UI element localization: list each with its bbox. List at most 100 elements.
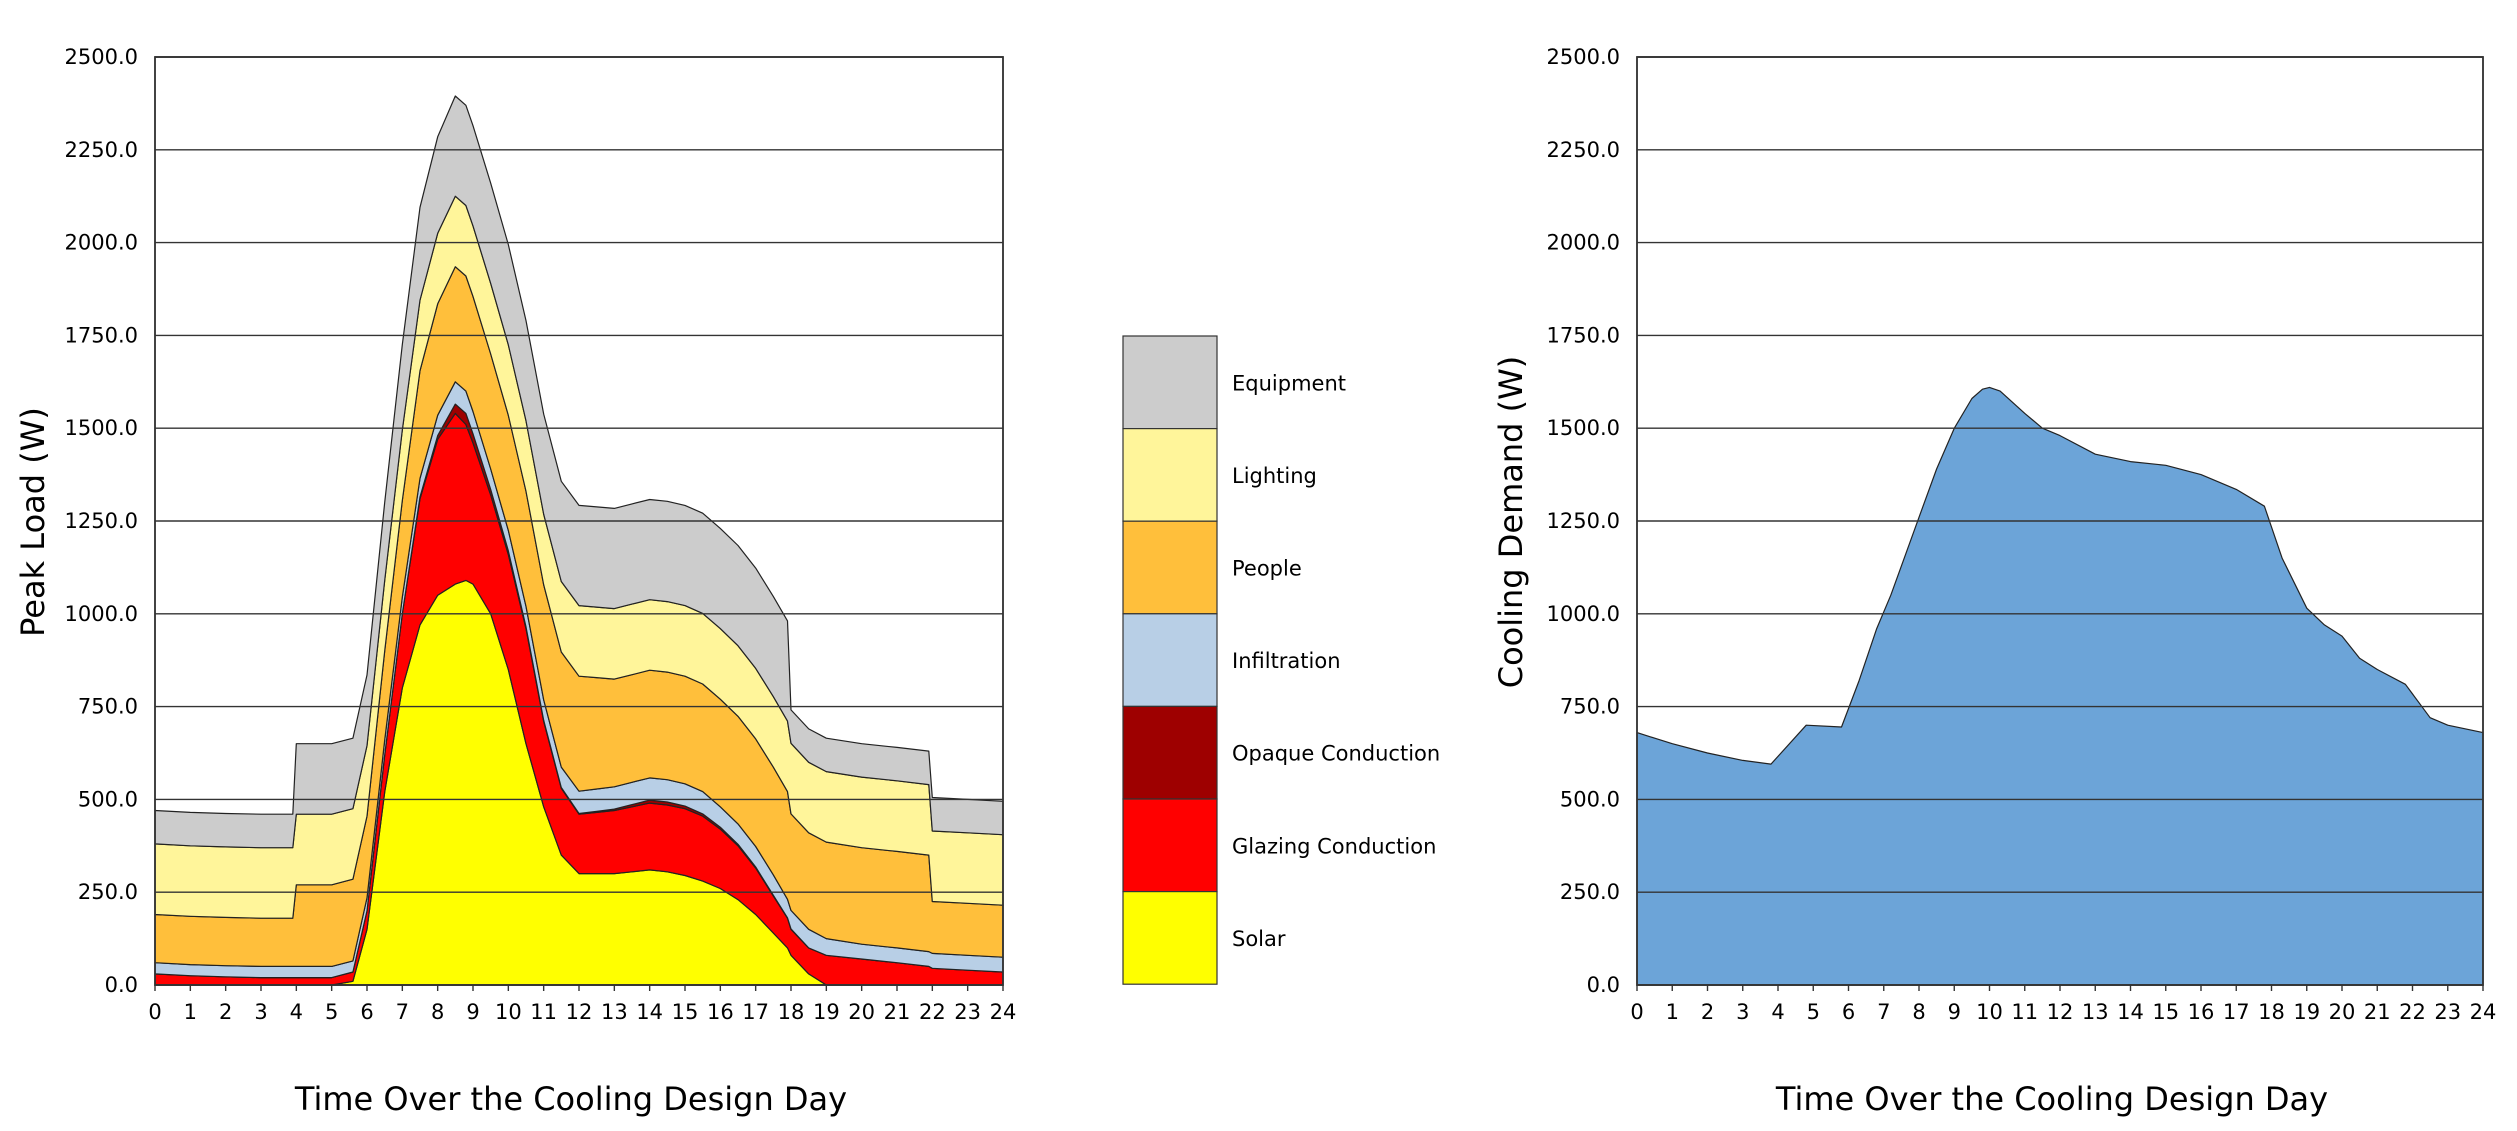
peak-load-x-tick-label: 18 — [778, 1000, 805, 1024]
peak-load-y-tick-label: 2000.0 — [65, 231, 138, 255]
cooling-demand-x-tick-label: 21 — [2364, 1000, 2391, 1024]
cooling-demand-x-tick-label: 14 — [2117, 1000, 2144, 1024]
cooling-demand-x-tick-label: 10 — [1976, 1000, 2003, 1024]
cooling-demand-x-tick-label: 23 — [2434, 1000, 2461, 1024]
cooling-demand-y-tick-label: 500.0 — [1560, 787, 1620, 811]
peak-load-x-tick-label: 24 — [990, 1000, 1017, 1024]
peak-load-x-tick-label: 4 — [290, 1000, 303, 1024]
legend-swatch-lighting — [1122, 428, 1218, 522]
legend-label: Lighting — [1232, 464, 1317, 488]
peak-load-x-tick-label: 3 — [254, 1000, 267, 1024]
cooling-demand-x-tick-label: 0 — [1630, 1000, 1643, 1024]
peak-load-x-axis-title: Time Over the Cooling Design Day — [294, 1080, 847, 1118]
cooling-demand-y-tick-label: 1000.0 — [1547, 602, 1620, 626]
cooling-demand-y-tick-label: 1500.0 — [1547, 416, 1620, 440]
peak-load-y-tick-label: 1250.0 — [65, 509, 138, 533]
cooling-demand-x-tick-label: 3 — [1736, 1000, 1749, 1024]
cooling-demand-x-tick-label: 22 — [2399, 1000, 2426, 1024]
cooling-demand-x-tick-label: 7 — [1877, 1000, 1890, 1024]
peak-load-x-tick-label: 19 — [813, 1000, 840, 1024]
peak-load-x-tick-label: 7 — [396, 1000, 409, 1024]
cooling-demand-y-tick-label: 250.0 — [1560, 880, 1620, 904]
cooling-demand-y-axis-title: Cooling Demand (W) — [1492, 356, 1530, 689]
legend-swatch-glazing-conduction — [1122, 798, 1218, 893]
peak-load-y-axis-title: Peak Load (W) — [14, 407, 52, 637]
cooling-demand-y-tick-label: 2250.0 — [1547, 138, 1620, 162]
peak-load-y-tick-label: 0.0 — [105, 973, 138, 997]
cooling-demand-x-tick-label: 15 — [2152, 1000, 2179, 1024]
peak-load-x-tick-label: 22 — [919, 1000, 946, 1024]
cooling-demand-x-tick-label: 1 — [1666, 1000, 1679, 1024]
legend-swatch-solar — [1122, 890, 1218, 985]
cooling-demand-x-tick-label: 4 — [1771, 1000, 1784, 1024]
peak-load-x-tick-label: 13 — [601, 1000, 628, 1024]
peak-load-x-tick-label: 2 — [219, 1000, 232, 1024]
cooling-demand-chart: 0.0250.0500.0750.01000.01250.01500.01750… — [1492, 45, 2496, 1118]
legend-label: Glazing Conduction — [1232, 834, 1436, 858]
cooling-demand-y-tick-label: 2000.0 — [1547, 231, 1620, 255]
cooling-demand-x-axis-title: Time Over the Cooling Design Day — [1775, 1080, 2328, 1118]
peak-load-x-tick-label: 15 — [672, 1000, 699, 1024]
cooling-demand-x-tick-label: 12 — [2047, 1000, 2074, 1024]
peak-load-x-tick-label: 1 — [184, 1000, 197, 1024]
cooling-demand-y-tick-label: 750.0 — [1560, 695, 1620, 719]
peak-load-x-tick-label: 8 — [431, 1000, 444, 1024]
cooling-demand-area — [1636, 386, 2484, 986]
cooling-demand-x-tick-label: 13 — [2082, 1000, 2109, 1024]
peak-load-y-tick-label: 1500.0 — [65, 416, 138, 440]
cooling-demand-x-tick-label: 19 — [2293, 1000, 2320, 1024]
peak-load-plot-area — [154, 95, 1004, 986]
peak-load-x-tick-label: 23 — [954, 1000, 981, 1024]
cooling-demand-x-tick-label: 20 — [2329, 1000, 2356, 1024]
cooling-demand-y-tick-label: 1250.0 — [1547, 509, 1620, 533]
legend-label: Solar — [1232, 927, 1286, 951]
cooling-demand-x-tick-label: 18 — [2258, 1000, 2285, 1024]
cooling-demand-x-tick-label: 17 — [2223, 1000, 2250, 1024]
peak-load-x-tick-label: 12 — [566, 1000, 593, 1024]
legend-swatch-people — [1122, 520, 1218, 615]
legend-label: Infiltration — [1232, 649, 1341, 673]
cooling-demand-y-tick-label: 0.0 — [1587, 973, 1620, 997]
peak-load-y-tick-label: 1000.0 — [65, 602, 138, 626]
peak-load-x-tick-label: 5 — [325, 1000, 338, 1024]
peak-load-x-tick-label: 11 — [530, 1000, 557, 1024]
peak-load-x-tick-label: 6 — [360, 1000, 373, 1024]
legend-label: People — [1232, 557, 1302, 581]
legend-label: Opaque Conduction — [1232, 742, 1440, 766]
peak-load-chart: 0.0250.0500.0750.01000.01250.01500.01750… — [14, 45, 1016, 1118]
peak-load-x-tick-label: 20 — [848, 1000, 875, 1024]
peak-load-x-tick-label: 16 — [707, 1000, 734, 1024]
peak-load-x-tick-label: 10 — [495, 1000, 522, 1024]
peak-load-y-tick-label: 500.0 — [78, 787, 138, 811]
cooling-demand-y-tick-label: 2500.0 — [1547, 45, 1620, 69]
cooling-demand-x-tick-label: 9 — [1948, 1000, 1961, 1024]
peak-load-y-tick-label: 750.0 — [78, 695, 138, 719]
cooling-demand-plot-border — [1636, 56, 2484, 986]
cooling-demand-x-tick-label: 6 — [1842, 1000, 1855, 1024]
peak-load-y-tick-label: 1750.0 — [65, 323, 138, 347]
peak-load-x-tick-label: 0 — [148, 1000, 161, 1024]
legend: Equipment Lighting People Infiltration Opaqu… — [1122, 335, 1440, 985]
cooling-demand-x-tick-label: 2 — [1701, 1000, 1714, 1024]
peak-load-y-tick-label: 250.0 — [78, 880, 138, 904]
legend-swatch-equipment — [1122, 335, 1218, 430]
cooling-demand-x-tick-label: 16 — [2188, 1000, 2215, 1024]
peak-load-y-tick-label: 2250.0 — [65, 138, 138, 162]
cooling-demand-x-tick-label: 11 — [2011, 1000, 2038, 1024]
peak-load-x-tick-label: 21 — [884, 1000, 911, 1024]
peak-load-x-tick-label: 17 — [742, 1000, 769, 1024]
cooling-demand-x-tick-label: 5 — [1807, 1000, 1820, 1024]
peak-load-x-tick-label: 14 — [636, 1000, 663, 1024]
peak-load-y-tick-label: 2500.0 — [65, 45, 138, 69]
legend-label: Equipment — [1232, 371, 1346, 395]
cooling-demand-y-tick-label: 1750.0 — [1547, 323, 1620, 347]
peak-load-x-tick-label: 9 — [466, 1000, 479, 1024]
legend-swatch-opaque-conduction — [1122, 705, 1218, 800]
peak-load-axes: 0.0250.0500.0750.01000.01250.01500.01750… — [65, 45, 1017, 1024]
cooling-demand-plot-area — [1636, 386, 2484, 986]
peak-load-plot-border — [154, 56, 1004, 986]
cooling-demand-x-tick-label: 24 — [2470, 1000, 2497, 1024]
cooling-demand-x-tick-label: 8 — [1912, 1000, 1925, 1024]
legend-swatch-infiltration — [1122, 613, 1218, 707]
